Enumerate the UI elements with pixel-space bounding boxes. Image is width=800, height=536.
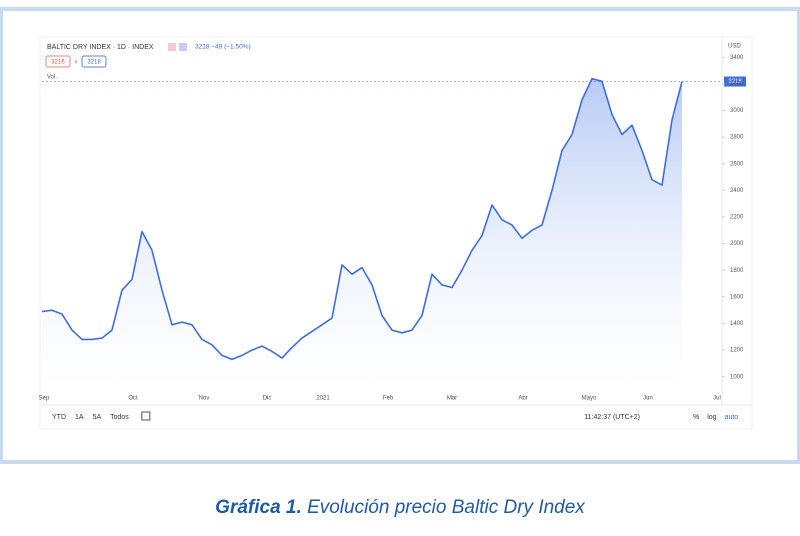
y-tick-label: 1800 bbox=[730, 268, 744, 274]
axis-option[interactable]: auto bbox=[725, 414, 739, 421]
y-tick-label: 2000 bbox=[730, 241, 744, 247]
change: 3218 −49 (−1.50%) bbox=[195, 44, 251, 51]
range-button[interactable]: YTD bbox=[52, 414, 66, 421]
x-tick-label: Jul bbox=[713, 396, 721, 402]
range-button[interactable]: 5A bbox=[93, 414, 102, 421]
y-tick-label: 3400 bbox=[730, 55, 744, 61]
y-tick-label: 1400 bbox=[730, 321, 744, 327]
y-tick-label: 1200 bbox=[730, 348, 744, 354]
y-tick-label: 2600 bbox=[730, 161, 744, 167]
caption-label: Gráfica 1. bbox=[215, 497, 302, 518]
y-tick-label: 3000 bbox=[730, 108, 744, 114]
x-tick-label: Feb bbox=[383, 396, 394, 402]
y-tick-label: 1600 bbox=[730, 294, 744, 300]
x-tick-label: Abr bbox=[518, 396, 527, 402]
line bbox=[41, 77, 683, 361]
icon bbox=[168, 43, 176, 51]
y-tick-label: 2400 bbox=[730, 188, 744, 194]
x-tick-label: Mar bbox=[447, 396, 457, 402]
price-box-label: 3216 bbox=[51, 60, 65, 66]
x-tick-label: Mayo bbox=[582, 396, 597, 402]
range-button[interactable]: 1A bbox=[75, 414, 84, 421]
y-tick-label: 2200 bbox=[730, 215, 744, 221]
x-tick-label: Oct bbox=[128, 396, 138, 402]
icon bbox=[179, 43, 187, 51]
separator: x bbox=[75, 60, 78, 66]
caption: Gráfica 1. Evolución precio Baltic Dry I… bbox=[215, 497, 586, 518]
price-box bbox=[45, 55, 71, 68]
area bbox=[42, 78, 682, 390]
chart-title: BALTIC DRY INDEX · 1D · INDEX bbox=[47, 44, 154, 51]
toolbar: YTD 1A 5A Todos% log auto bbox=[52, 411, 739, 421]
last-price-tag bbox=[724, 76, 746, 87]
volume-label: Vol. bbox=[47, 75, 57, 81]
x-tick-label: Sep bbox=[39, 396, 50, 402]
caption-text: Evolución precio Baltic Dry Index bbox=[307, 497, 586, 518]
y-tick-label: 1000 bbox=[730, 374, 744, 380]
axis-option[interactable]: % bbox=[693, 414, 699, 421]
price-box-label: 3218 bbox=[87, 60, 101, 66]
range-button[interactable]: Todos bbox=[110, 414, 129, 421]
x-tick-label: Nov bbox=[199, 396, 210, 402]
calendar-icon[interactable] bbox=[141, 411, 151, 421]
x-tick-label: Jun bbox=[643, 396, 653, 402]
y-tick-label: 3200 bbox=[730, 82, 744, 88]
price-box bbox=[81, 55, 107, 68]
axis-option[interactable]: log bbox=[707, 414, 716, 421]
clock: 11:42:37 (UTC+2) bbox=[584, 414, 640, 421]
x-tick-label: 2021 bbox=[316, 396, 330, 402]
y-tick-label: 2800 bbox=[730, 135, 744, 141]
plot: 3218 bbox=[41, 76, 746, 390]
currency: USD bbox=[728, 44, 741, 50]
x-tick-label: Dic bbox=[263, 396, 272, 402]
last-price-label: 3218 bbox=[728, 79, 742, 85]
